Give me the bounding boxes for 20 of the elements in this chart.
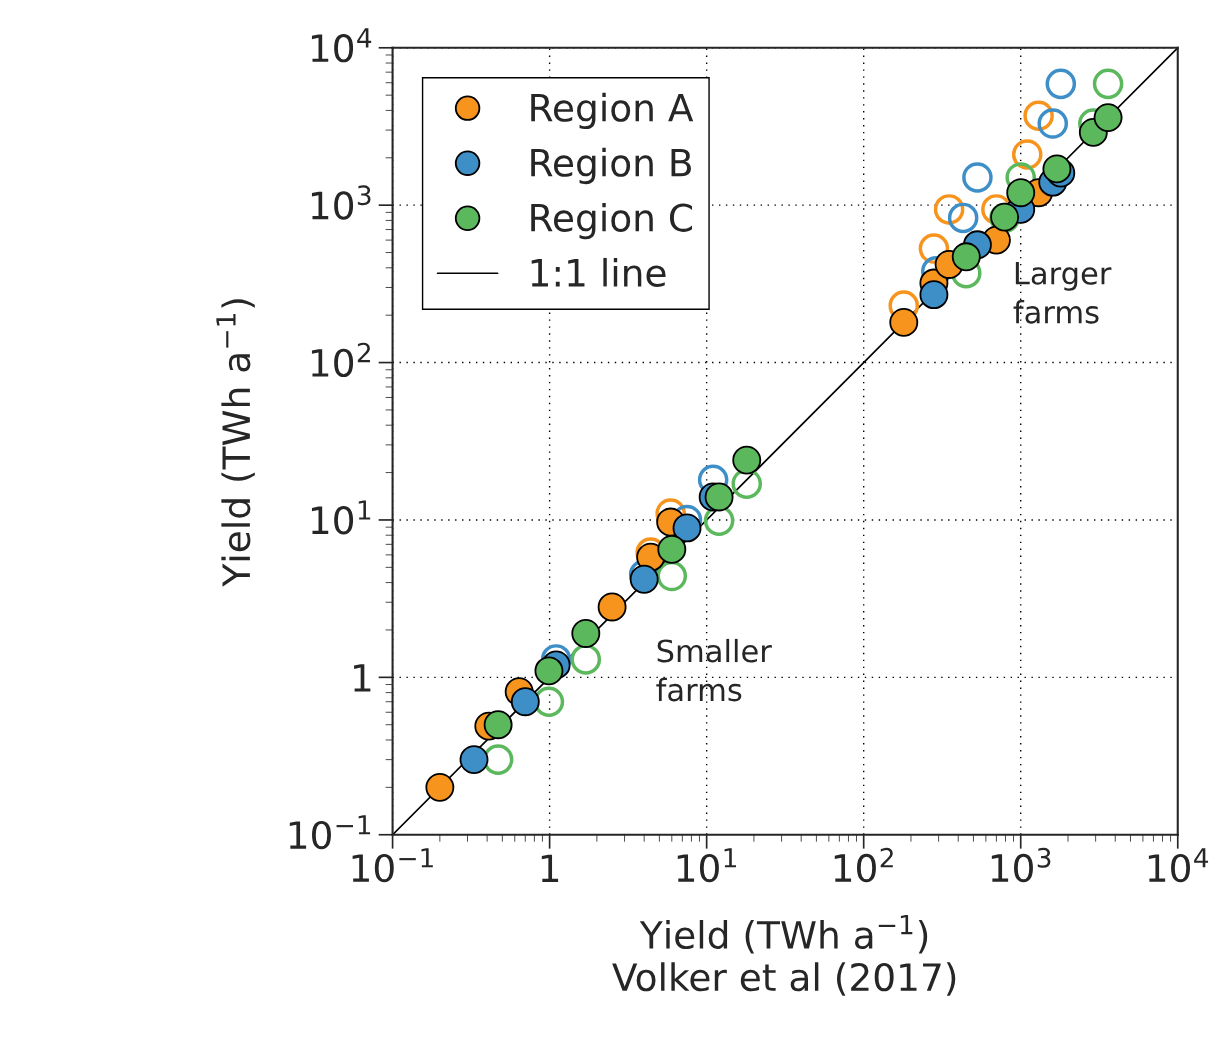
y-tick-label: 10$^{1}$ [311,500,371,535]
x-tick-label: 10$^{4}$ [1148,848,1209,883]
y-tick-label: 10$^{2}$ [311,342,370,378]
legend-label: Region C [531,202,693,240]
x-tick-label: 10$^{−1}$ [352,848,433,883]
legend-label: 1:1 line [531,257,666,287]
legend-label: Region A [531,92,694,130]
x-axis-title: Yield (TWh a$^{−1}$) Volker et al (2017) [612,915,956,996]
legend-label: Region B [531,147,691,185]
y-tick-label: 10$^{−1}$ [289,815,371,850]
y-tick-label: 1 [354,664,371,692]
x-tick-label: 10$^{2}$ [834,847,893,883]
annotation: Larger farms [1013,262,1112,324]
y-tick-label: 10$^{4}$ [311,28,372,63]
x-tick-label: 10$^{3}$ [991,847,1051,883]
x-tick-label: 1 [541,854,559,882]
annotation: Smaller farms [656,638,772,702]
y-tick-label: 10$^{3}$ [311,185,371,220]
y-axis-title: Yield (TWh a$^{−1}$) [216,299,255,587]
x-tick-label: 10$^{1}$ [677,848,736,883]
